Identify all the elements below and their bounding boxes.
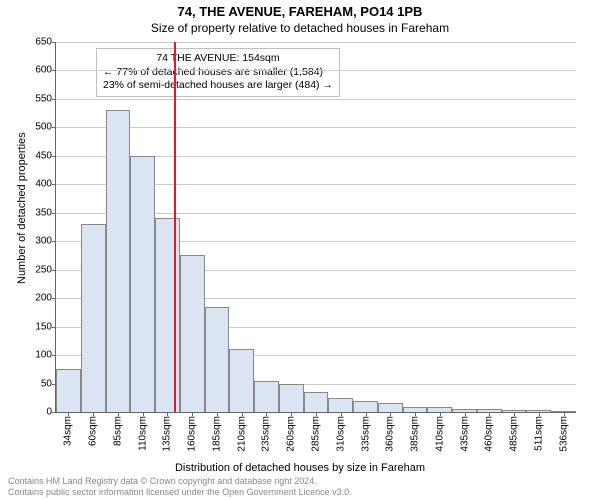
histogram-bar [205,307,230,412]
xtick-label: 210sqm [236,412,247,452]
histogram-bar [130,156,155,412]
xtick-label: 60sqm [88,412,99,446]
chart-subtitle: Size of property relative to detached ho… [0,19,600,37]
footer-line2: Contains public sector information licen… [8,487,352,498]
y-axis-label: Number of detached properties [16,132,28,284]
xtick-label: 235sqm [261,412,272,452]
footer-line1: Contains HM Land Registry data © Crown c… [8,476,352,487]
ytick-label: 200 [35,293,56,304]
xtick-label: 511sqm [533,412,544,451]
xtick-label: 135sqm [162,412,173,452]
ytick-label: 0 [46,407,56,418]
annotation-box: 74 THE AVENUE: 154sqm ← 77% of detached … [96,48,340,97]
xtick-label: 335sqm [360,412,371,452]
gridline [56,70,576,71]
plot-area: 74 THE AVENUE: 154sqm ← 77% of detached … [55,42,576,413]
gridline [56,42,576,43]
xtick-label: 485sqm [509,412,520,452]
xtick-label: 460sqm [484,412,495,452]
histogram-bar [378,403,403,412]
histogram-bar [106,110,131,412]
ytick-label: 550 [35,93,56,104]
chart-container: 74, THE AVENUE, FAREHAM, PO14 1PB Size o… [0,0,600,500]
xtick-label: 385sqm [410,412,421,452]
ytick-label: 50 [41,378,56,389]
histogram-bar [81,224,106,412]
marker-line [174,42,176,412]
xtick-label: 360sqm [385,412,396,452]
gridline [56,99,576,100]
ytick-label: 350 [35,207,56,218]
histogram-bar [304,392,329,412]
xtick-label: 285sqm [311,412,322,452]
footer: Contains HM Land Registry data © Crown c… [8,476,352,498]
ytick-label: 600 [35,65,56,76]
histogram-bar [279,384,304,412]
annotation-line3: 23% of semi-detached houses are larger (… [103,79,333,93]
ytick-label: 250 [35,264,56,275]
histogram-bar [328,398,353,412]
xtick-label: 160sqm [187,412,198,452]
xtick-label: 536sqm [558,412,569,452]
xtick-label: 34sqm [63,412,74,446]
ytick-label: 450 [35,150,56,161]
ytick-label: 400 [35,179,56,190]
annotation-line1: 74 THE AVENUE: 154sqm [103,52,333,66]
xtick-label: 410sqm [434,412,445,452]
xtick-label: 260sqm [286,412,297,452]
histogram-bar [180,255,205,412]
histogram-bar [229,349,254,412]
histogram-bar [353,401,378,412]
xtick-label: 435sqm [459,412,470,452]
xtick-label: 310sqm [335,412,346,452]
histogram-bar [56,369,81,412]
x-axis-label: Distribution of detached houses by size … [0,462,600,474]
xtick-label: 185sqm [211,412,222,452]
ytick-label: 150 [35,321,56,332]
ytick-label: 650 [35,37,56,48]
chart-title: 74, THE AVENUE, FAREHAM, PO14 1PB [0,0,600,19]
ytick-label: 100 [35,350,56,361]
annotation-line2: ← 77% of detached houses are smaller (1,… [103,66,333,80]
ytick-label: 300 [35,236,56,247]
xtick-label: 110sqm [137,412,148,451]
xtick-label: 85sqm [112,412,123,446]
histogram-bar [254,381,279,412]
gridline [56,127,576,128]
ytick-label: 500 [35,122,56,133]
